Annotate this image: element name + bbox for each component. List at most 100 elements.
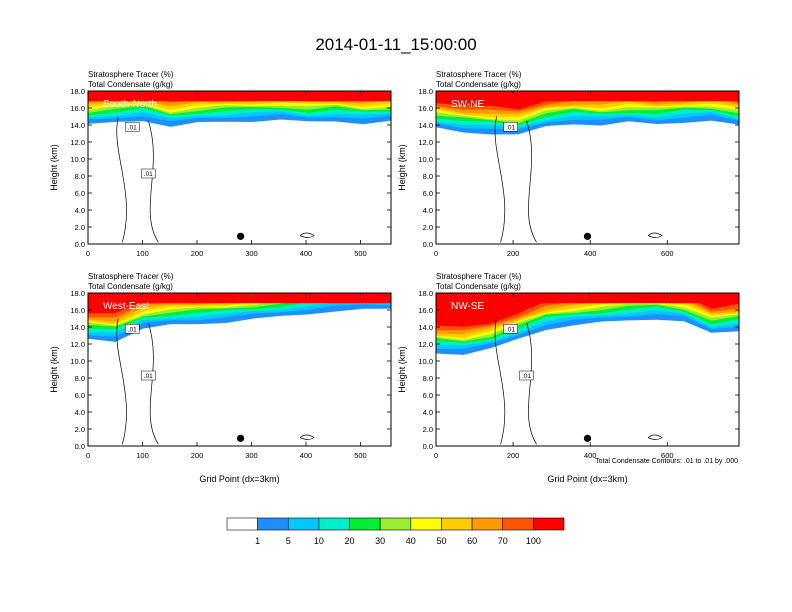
y-tick-label: 8.0 [75,374,85,383]
y-tick-label: 14.0 [70,323,85,332]
condensate-contour [494,318,506,445]
y-tick-label: 6.0 [423,189,433,198]
colorbar-label: 30 [375,536,385,546]
panel-title-condensate: Total Condensate (g/kg) [88,282,173,291]
condensate-contour [494,116,506,243]
tracer-max-band [436,91,739,102]
contour-label-box [125,122,140,132]
condensate-contour [299,232,315,238]
y-tick-label: 2.0 [75,425,85,434]
x-tick-label: 200 [507,249,520,258]
y-axis-label: Height (km) [397,346,407,393]
colorbar-label: 70 [498,536,508,546]
x-tick-label: 0 [86,451,90,460]
y-axis-label: Height (km) [49,346,59,393]
condensate-contours [116,318,315,445]
panel-title-tracer: Stratosphere Tracer (%) [88,272,174,281]
colorbar-label: 40 [406,536,416,546]
y-tick-label: 10.0 [418,357,433,366]
panel-label: SW-NE [451,99,484,110]
y-tick-label: 4.0 [423,408,433,417]
colorbar-swatch [441,517,473,531]
tracer-max-band [436,293,739,304]
y-tick-label: 2.0 [75,223,85,232]
panel-title-condensate: Total Condensate (g/kg) [436,282,521,291]
panel-frame [87,292,392,447]
panel-frame [87,90,392,245]
y-tick-label: 4.0 [75,206,85,215]
contour-label: .01 [144,373,153,380]
y-axis-label: Height (km) [49,144,59,191]
x-tick-label: 300 [245,451,258,460]
panel-nw-se: Stratosphere Tracer (%)Total Condensate … [397,272,740,484]
x-tick-label: 300 [245,249,258,258]
y-tick-label: 12.0 [70,340,85,349]
colorbar-label: 10 [314,536,324,546]
tracer-field: .01 .01 [88,293,391,445]
contour-label-box [503,324,518,334]
condensate-contour [647,434,663,440]
colorbar-swatch [471,517,504,531]
x-tick-label: 100 [136,249,149,258]
y-tick-label: 2.0 [423,425,433,434]
panels: Stratosphere Tracer (%)Total Condensate … [49,70,740,484]
contour-label: .01 [128,124,137,131]
panel-frame [435,292,740,447]
tracer-field: .01 .01 [88,91,391,243]
colorbar-swatch [349,517,381,531]
panel-title-tracer: Stratosphere Tracer (%) [88,70,174,79]
x-tick-label: 0 [434,249,438,258]
y-tick-label: 16.0 [70,306,85,315]
location-marker [236,232,245,240]
tracer-max-band [88,91,391,102]
x-tick-label: 400 [584,249,597,258]
contour-label-box [503,122,518,132]
tracer-field: .01 .01 [436,293,739,445]
y-tick-label: 16.0 [70,104,85,113]
panel-label: South-North [103,99,157,110]
panel-label: NW-SE [451,301,484,312]
figure-title: 2014-01-11_15:00:00 [315,35,476,54]
panel-title-tracer: Stratosphere Tracer (%) [436,272,522,281]
colorbar-label: 50 [436,536,446,546]
contour-label: .01 [144,171,153,178]
x-tick-label: 500 [354,451,367,460]
condensate-contours [494,318,663,445]
y-tick-label: 10.0 [70,155,85,164]
x-tick-label: 500 [354,249,367,258]
y-tick-label: 4.0 [423,206,433,215]
x-axis-label: Grid Point (dx=3km) [199,474,279,484]
y-tick-label: 8.0 [423,374,433,383]
y-tick-label: 6.0 [423,391,433,400]
contour-label-box [141,168,156,179]
colorbar-swatch [318,517,350,531]
y-tick-label: 0.0 [423,442,433,451]
colorbar: 1 5 10 20 30 40 50 60 70 100 [226,517,565,546]
colorbar-label: 20 [345,536,355,546]
y-tick-label: 2.0 [423,223,433,232]
condensate-contour [526,120,537,243]
y-tick-label: 18.0 [70,87,85,96]
colorbar-swatch [226,517,258,531]
colorbar-swatch [533,517,565,531]
y-axis-label: Height (km) [397,144,407,191]
x-tick-label: 200 [191,249,204,258]
x-tick-label: 400 [300,451,313,460]
panel-label: West-East [103,301,149,312]
condensate-contour [116,318,127,445]
x-tick-label: 200 [191,451,204,460]
y-tick-label: 0.0 [75,442,85,451]
contour-label: .01 [506,124,515,131]
y-tick-label: 14.0 [418,323,433,332]
x-tick-label: 200 [507,451,520,460]
condensate-contour [147,120,159,243]
y-tick-label: 0.0 [423,240,433,249]
y-tick-label: 6.0 [75,391,85,400]
x-tick-label: 100 [136,451,149,460]
y-tick-label: 8.0 [75,172,85,181]
x-tick-label: 400 [300,249,313,258]
x-axis-label: Grid Point (dx=3km) [547,474,627,484]
y-tick-label: 12.0 [70,138,85,147]
contour-footnote: Total Condensate Contours: .01 to .01 by… [595,458,738,465]
